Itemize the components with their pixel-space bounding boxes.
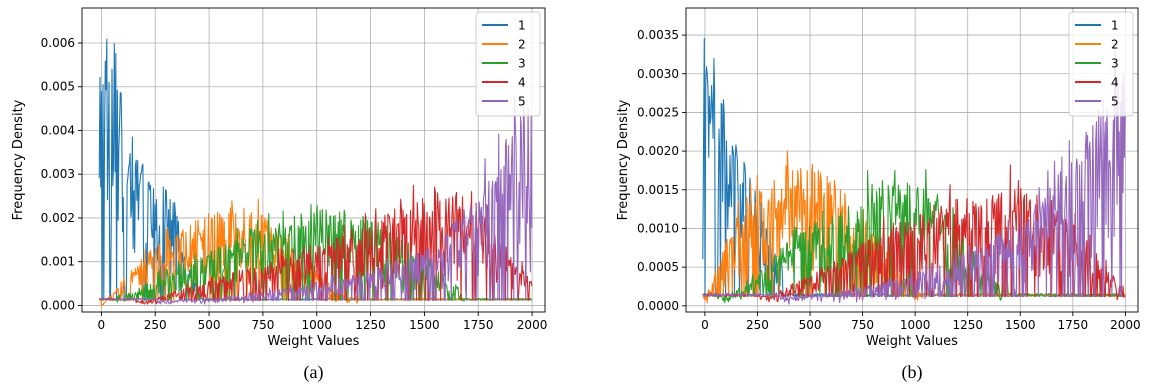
legend-label-3: 3 (518, 57, 526, 71)
y-tick-label: 0.002 (41, 211, 75, 225)
legend-label-5: 5 (1111, 95, 1119, 109)
y-axis-label: Frequency Density (11, 99, 26, 220)
legend-label-3: 3 (1111, 57, 1119, 71)
chart-panel-b: 0 250 500 750 1000 1250 1500 1750 2000 0.0000 0.00… (616, 7, 1141, 383)
x-axis-label: Weight Values (268, 334, 360, 349)
x-tick-label: 0 (98, 318, 106, 332)
x-tick-label: 1250 (952, 318, 983, 332)
legend-label-2: 2 (518, 38, 526, 52)
legend-label-4: 4 (518, 76, 526, 90)
y-tick-label: 0.0005 (637, 260, 679, 274)
series-line-4 (99, 184, 533, 305)
y-tick-label: 0.0030 (637, 67, 679, 81)
series-line-3 (99, 203, 533, 303)
series-line-5 (702, 39, 1126, 305)
y-tick-label: 0.0035 (637, 28, 679, 42)
x-tick-label: 1000 (301, 318, 332, 332)
x-tick-label: 1750 (463, 318, 494, 332)
y-tick-label: 0.004 (41, 123, 75, 137)
legend-label-1: 1 (1111, 19, 1119, 33)
chart-panel-a: 0 250 500 750 1000 1250 1500 1750 2000 0.000 0.001… (11, 7, 548, 383)
y-tick-label: 0.0025 (637, 105, 679, 119)
x-tick-label: 250 (746, 318, 769, 332)
legend-label-5: 5 (518, 95, 526, 109)
x-tick-label: 1500 (1005, 318, 1036, 332)
figure-caption: (b) (902, 362, 923, 383)
x-tick-label: 1750 (1058, 318, 1089, 332)
legend-label-2: 2 (1111, 38, 1119, 52)
figure-caption: (a) (304, 362, 324, 383)
x-tick-label: 250 (144, 318, 167, 332)
x-tick-label: 1000 (900, 318, 931, 332)
x-tick-label: 500 (799, 318, 822, 332)
legend: 1 2 3 4 5 (1068, 11, 1134, 117)
x-tick-label: 1250 (355, 318, 386, 332)
y-tick-label: 0.000 (41, 298, 75, 312)
x-tick-label: 1500 (409, 318, 440, 332)
y-tick-label: 0.0010 (637, 221, 679, 235)
x-tick-label: 500 (198, 318, 221, 332)
y-tick-label: 0.0020 (637, 144, 679, 158)
y-tick-label: 0.0000 (637, 299, 679, 313)
y-tick-label: 0.001 (41, 255, 75, 269)
x-axis-label: Weight Values (866, 334, 958, 349)
legend: 1 2 3 4 5 (475, 11, 541, 117)
plot-frame (81, 7, 546, 313)
series-lines (98, 38, 533, 306)
y-tick-label: 0.0015 (637, 183, 679, 197)
x-tick-label: 0 (701, 318, 709, 332)
series-line-5 (98, 95, 533, 305)
y-tick-label: 0.005 (41, 80, 75, 94)
grid-lines (82, 8, 545, 312)
legend-label-4: 4 (1111, 76, 1119, 90)
plot-frame (685, 7, 1139, 313)
y-tick-label: 0.006 (41, 36, 75, 50)
x-tick-label: 2000 (1110, 318, 1141, 332)
y-axis-label: Frequency Density (616, 99, 631, 220)
series-lines (702, 37, 1126, 305)
y-tick-label: 0.003 (41, 167, 75, 181)
series-line-3 (702, 168, 1126, 304)
x-tick-label: 2000 (517, 318, 548, 332)
x-tick-label: 750 (251, 318, 274, 332)
legend-label-1: 1 (518, 19, 526, 33)
x-tick-label: 750 (851, 318, 874, 332)
